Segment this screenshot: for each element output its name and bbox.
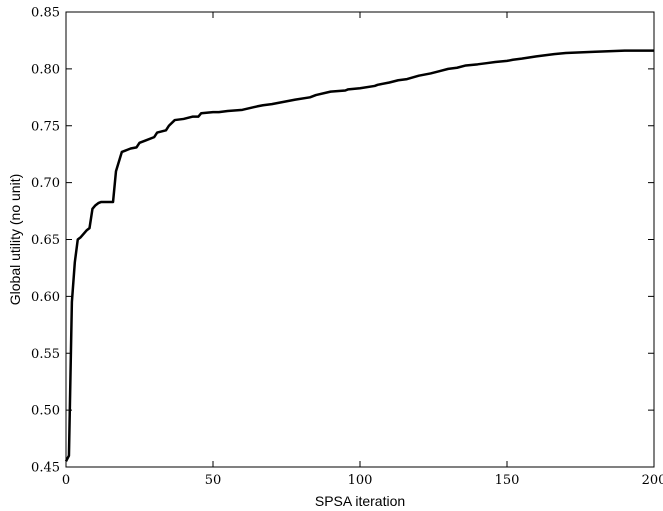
y-tick-label: 0.75 [31,119,60,134]
y-tick-label: 0.45 [31,461,60,476]
y-tick-label: 0.80 [31,62,60,77]
x-tick-label: 50 [205,473,222,488]
y-tick-label: 0.55 [31,347,60,362]
x-tick-label: 100 [348,473,373,488]
series-line [64,49,654,462]
axis-ticks: 0 50 100 150 200 0.45 0.50 0.55 0.60 0.65 0.70 0.75… [31,6,663,489]
y-tick-label: 0.50 [31,404,60,419]
plot-frame [65,11,655,468]
x-tick-label: 150 [495,473,520,488]
x-tick-label: 0 [62,473,70,488]
plot-area [64,49,654,462]
y-tick-label: 0.70 [31,176,60,191]
y-tick-label: 0.65 [31,233,60,248]
x-axis-label: SPSA iteration [315,493,405,509]
y-axis-label: Global utility (no unit) [7,174,23,306]
x-tick-label: 200 [642,473,663,488]
y-tick-label: 0.60 [31,290,60,305]
y-tick-label: 0.85 [31,6,60,21]
